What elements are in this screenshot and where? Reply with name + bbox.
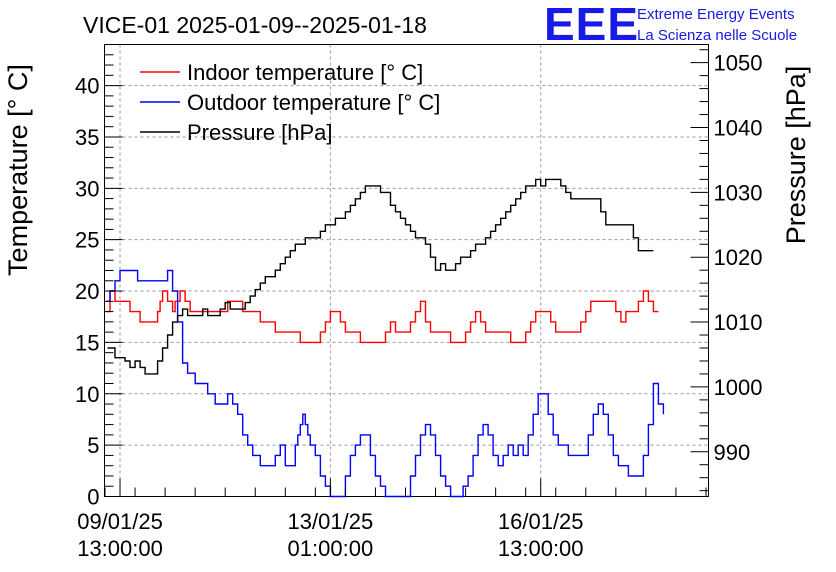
logo-line2: La Scienza nelle Scuole: [637, 27, 797, 44]
series-line: [107, 178, 654, 375]
y-right-tick-label: 1020: [714, 245, 763, 270]
legend-label: Indoor temperature [° C]: [187, 60, 423, 85]
y-right-tick-label: 1000: [714, 375, 763, 400]
y-left-tick-label: 15: [75, 330, 99, 355]
y-right-tick-label: 990: [714, 440, 751, 465]
y-left-tick-label: 5: [87, 433, 99, 458]
y-left-tick-label: 25: [75, 228, 99, 253]
series-line: [106, 290, 659, 344]
y-left-tick-label: 40: [75, 74, 99, 99]
x-tick-label-date: 16/01/25: [498, 509, 584, 534]
x-tick-label-time: 13:00:00: [77, 536, 163, 561]
y-axis-left-label: Temperature [° C]: [3, 64, 33, 276]
y-left-tick-label: 0: [87, 485, 99, 510]
x-tick-label-time: 13:00:00: [498, 536, 584, 561]
y-right-tick-label: 1030: [714, 180, 763, 205]
series-layer: [106, 178, 665, 498]
y-right-tick-label: 1010: [714, 310, 763, 335]
series-line: [106, 269, 665, 498]
chart-title: VICE-01 2025-01-09--2025-01-18: [83, 12, 427, 38]
legend: Indoor temperature [° C] Outdoor temperat…: [140, 60, 440, 145]
plot-area: [104, 44, 709, 498]
x-axis: 09/01/2513:00:0013/01/2501:00:0016/01/25…: [77, 478, 707, 561]
y-axis-left: 0 5 10 15 20 25 30 35 40: [75, 44, 123, 510]
legend-label: Pressure [hPa]: [187, 120, 333, 145]
y-right-tick-label: 1040: [714, 116, 763, 141]
y-right-tick-label: 1050: [714, 51, 763, 76]
x-tick-label-date: 13/01/25: [288, 509, 374, 534]
y-axis-right-label: Pressure [hPa]: [781, 66, 811, 245]
y-left-tick-label: 35: [75, 125, 99, 150]
x-tick-label-date: 09/01/25: [77, 509, 163, 534]
x-tick-label-time: 01:00:00: [288, 536, 374, 561]
y-left-tick-label: 30: [75, 176, 99, 201]
legend-label: Outdoor temperature [° C]: [187, 90, 440, 115]
y-axis-right: 990 1000 1010 1020 1030 1040 1050: [690, 49, 763, 492]
y-left-tick-label: 10: [75, 382, 99, 407]
logo-line1: Extreme Energy Events: [637, 6, 795, 23]
eee-logo: EEE Extreme Energy Events La Scienza nel…: [543, 0, 833, 51]
y-left-tick-label: 20: [75, 279, 99, 304]
logo-letters: EEE: [544, 2, 639, 46]
